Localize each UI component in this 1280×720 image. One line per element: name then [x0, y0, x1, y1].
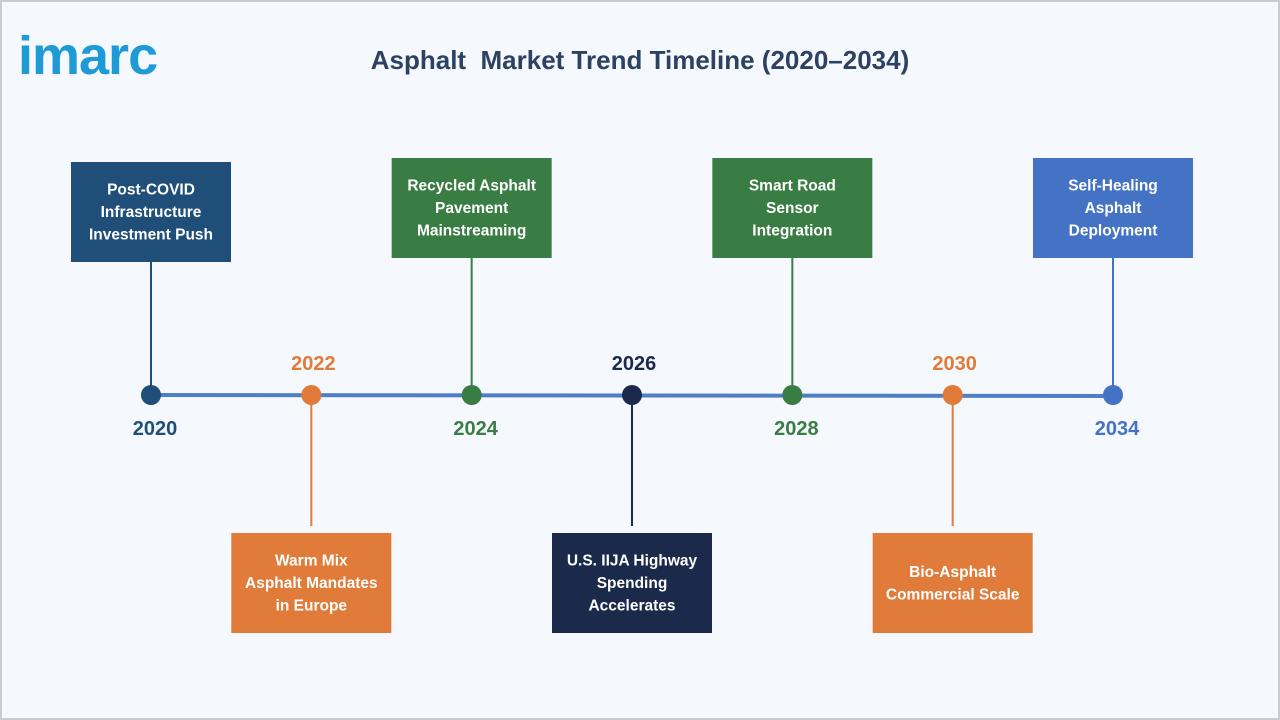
- event-label-line: Asphalt: [1085, 200, 1142, 217]
- event-label: Bio-Asphalt Commercial Scale: [886, 564, 1020, 604]
- event-label-line: Investment Push: [89, 227, 213, 244]
- event-label-line: Deployment: [1069, 223, 1158, 240]
- event-box: [71, 162, 231, 262]
- event-label: Warm Mix Asphalt Mandates in Europe: [245, 553, 378, 615]
- event-label-line: Self-Healing: [1068, 178, 1158, 195]
- year-label: 2030: [932, 353, 977, 375]
- title: Asphalt Market Trend Timeline (2020–2034…: [371, 45, 910, 75]
- timeline-node: [461, 385, 482, 405]
- event-label-line: Mainstreaming: [417, 223, 526, 240]
- event-label-line: Accelerates: [588, 598, 675, 615]
- timeline-node: [942, 385, 963, 405]
- event-label-line: Commercial Scale: [886, 586, 1020, 603]
- event-box: [872, 533, 1033, 633]
- event-label-line: Spending: [597, 575, 668, 592]
- event-label: Smart Road Sensor Integration: [749, 178, 836, 240]
- event-box: [231, 533, 392, 633]
- timeline-node: [1103, 385, 1123, 405]
- event-box: [552, 533, 712, 633]
- logo: imarc: [18, 26, 157, 86]
- timeline-node: [141, 385, 161, 405]
- event-label: U.S. IIJA Highway Spending Accelerates: [567, 553, 698, 615]
- event-label-line: Smart Road: [749, 178, 836, 195]
- event-label-line: Bio-Asphalt: [909, 564, 996, 581]
- timeline-node: [782, 385, 803, 405]
- year-label: 2028: [774, 418, 819, 440]
- year-label: 2034: [1095, 418, 1140, 440]
- event-label-line: Recycled Asphalt: [407, 178, 536, 195]
- event-label-line: U.S. IIJA Highway: [567, 553, 698, 570]
- event-label: Recycled Asphalt Pavement Mainstreaming: [407, 178, 536, 240]
- event-label-line: in Europe: [276, 598, 348, 615]
- event-label: Self-Healing Asphalt Deployment: [1068, 178, 1158, 240]
- event-box: [1033, 158, 1193, 258]
- event-label-line: Integration: [752, 223, 832, 240]
- event-label-line: Post-COVID: [107, 182, 195, 199]
- event-label-line: Sensor: [766, 200, 819, 217]
- timeline-node: [301, 385, 322, 405]
- event-box: [391, 158, 552, 258]
- timeline-node: [622, 385, 642, 405]
- event-label-line: Asphalt Mandates: [245, 575, 378, 592]
- year-label: 2024: [453, 418, 498, 440]
- event-label-line: Infrastructure: [101, 204, 202, 221]
- year-label: 2020: [133, 418, 178, 440]
- event-label-line: Warm Mix: [275, 553, 348, 570]
- year-label: 2026: [612, 353, 657, 375]
- event-label: Post-COVID Infrastructure Investment Push: [89, 182, 213, 244]
- year-label: 2022: [291, 353, 336, 375]
- event-label-line: Pavement: [435, 200, 508, 217]
- event-box: [712, 158, 873, 258]
